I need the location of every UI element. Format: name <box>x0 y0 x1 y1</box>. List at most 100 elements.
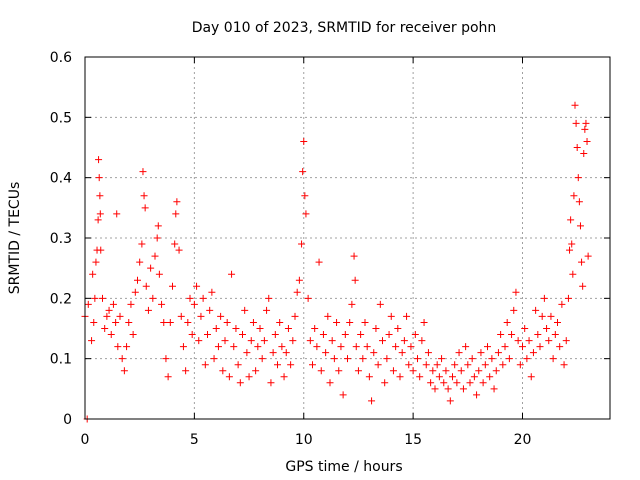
data-point <box>175 246 183 254</box>
data-point <box>186 294 194 302</box>
data-point <box>311 325 319 332</box>
data-point <box>267 379 275 387</box>
data-point <box>322 349 330 357</box>
data-point <box>440 379 448 387</box>
data-point <box>232 325 240 332</box>
data-point <box>573 144 581 151</box>
data-point <box>151 252 159 260</box>
data-point <box>96 192 104 200</box>
data-point <box>260 337 268 345</box>
data-point <box>162 355 170 363</box>
data-point <box>346 318 354 326</box>
data-point <box>449 373 456 381</box>
data-point <box>534 331 542 339</box>
data-point <box>453 379 461 387</box>
data-point <box>575 198 583 206</box>
data-point <box>269 349 277 357</box>
data-point <box>394 325 402 332</box>
data-point <box>182 367 190 375</box>
data-point <box>479 379 487 387</box>
data-point <box>204 331 211 339</box>
data-point <box>301 192 309 200</box>
data-point <box>230 343 238 351</box>
data-point <box>578 258 586 266</box>
data-point <box>206 306 214 314</box>
data-point <box>521 325 529 332</box>
data-point <box>324 312 332 320</box>
data-point <box>136 258 144 266</box>
data-point <box>171 240 179 248</box>
data-point <box>154 222 162 230</box>
data-point <box>405 361 413 369</box>
x-tick-label: 10 <box>295 432 313 448</box>
data-point <box>319 331 327 339</box>
data-point <box>352 343 360 351</box>
data-point <box>510 306 518 314</box>
data-point <box>492 367 500 375</box>
y-tick-label: 0.4 <box>50 171 72 187</box>
y-axis-label: SRMTID / TECUs <box>7 182 23 295</box>
data-point <box>554 318 561 326</box>
data-point <box>579 282 587 290</box>
data-point <box>155 270 163 278</box>
y-tick-label: 0.3 <box>50 231 72 247</box>
data-point <box>188 331 196 339</box>
data-point <box>468 355 476 363</box>
data-point <box>91 294 99 302</box>
data-point <box>505 355 513 363</box>
data-point <box>139 168 147 176</box>
data-point <box>464 361 472 369</box>
data-point <box>433 361 441 369</box>
data-point <box>304 294 312 302</box>
data-point <box>420 318 428 326</box>
x-tick-label: 5 <box>190 432 199 448</box>
data-point <box>309 361 316 369</box>
data-point <box>123 343 131 351</box>
data-point <box>525 337 533 345</box>
data-point <box>574 174 582 182</box>
data-point <box>210 355 218 363</box>
data-point <box>350 252 358 260</box>
data-point <box>584 252 592 260</box>
data-point <box>396 373 404 381</box>
data-point <box>225 373 233 381</box>
data-point <box>190 300 198 308</box>
data-point <box>339 391 347 399</box>
data-point <box>532 306 540 314</box>
data-point <box>147 264 155 272</box>
data-point <box>252 367 260 375</box>
data-point <box>359 355 367 363</box>
data-point <box>241 306 249 314</box>
data-point <box>368 397 376 405</box>
data-point <box>501 343 509 351</box>
data-point <box>438 355 446 363</box>
data-point <box>392 343 400 351</box>
data-point <box>239 331 246 339</box>
data-point <box>214 343 222 351</box>
data-point <box>97 246 105 254</box>
data-point <box>576 222 584 230</box>
data-point <box>389 367 397 375</box>
data-point <box>88 337 96 345</box>
data-point <box>193 282 201 290</box>
data-point <box>131 288 139 296</box>
data-point <box>582 119 590 127</box>
data-point <box>127 300 135 308</box>
data-point <box>398 349 406 357</box>
data-point <box>545 337 553 345</box>
data-point <box>516 361 524 369</box>
data-point <box>254 343 262 351</box>
data-point <box>89 270 97 278</box>
y-tick-label: 0.6 <box>50 50 72 66</box>
data-point <box>291 312 299 320</box>
data-point <box>385 331 393 339</box>
data-point <box>569 270 577 278</box>
data-point <box>470 373 478 381</box>
data-point <box>337 343 345 351</box>
data-point <box>571 101 579 109</box>
data-point <box>372 325 380 332</box>
data-point <box>361 318 369 326</box>
data-point <box>379 337 386 345</box>
data-point <box>280 373 288 381</box>
y-tick-label: 0 <box>63 412 72 428</box>
